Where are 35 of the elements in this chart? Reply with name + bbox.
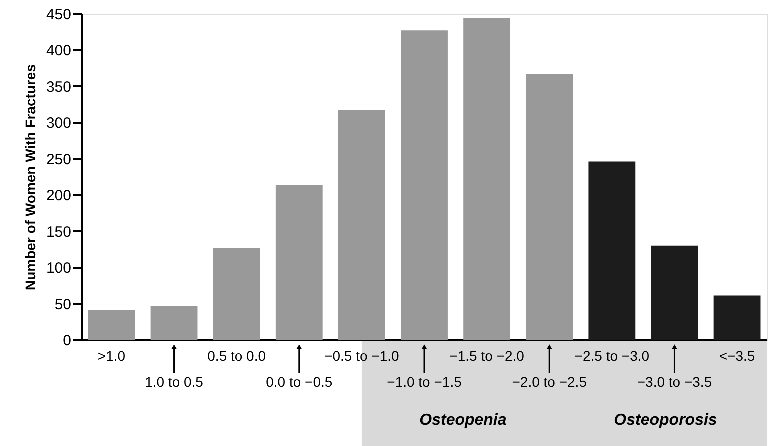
bar xyxy=(588,162,636,340)
x-tick-label: −3.0 to −3.5 xyxy=(637,374,712,390)
y-tick-label: 350 xyxy=(46,78,72,96)
text: Osteoporosis xyxy=(614,412,718,429)
x-tick-label: −1.5 to −2.0 xyxy=(450,348,525,364)
x-tick-label: >1.0 xyxy=(98,348,126,364)
y-tick-label: 150 xyxy=(46,224,72,241)
bar xyxy=(651,246,698,340)
bar xyxy=(276,184,323,340)
y-tick-label: 300 xyxy=(46,115,72,132)
x-tick-label: −0.5 to −1.0 xyxy=(324,348,400,364)
y-tick-label: 450 xyxy=(46,6,72,24)
y-tick-label: 50 xyxy=(54,296,72,314)
y-tick-label: 200 xyxy=(46,188,72,205)
y-tick-label: 250 xyxy=(46,151,72,168)
bar xyxy=(88,310,136,340)
y-axis-title: Number of Women With Fractures xyxy=(22,64,38,290)
x-tick-label: −2.0 to −2.5 xyxy=(512,374,588,390)
y-tick-label: 100 xyxy=(46,260,72,278)
bar xyxy=(213,248,260,340)
bar xyxy=(150,306,198,340)
y-tick-label: 400 xyxy=(46,42,72,60)
text: Osteopenia xyxy=(420,412,507,429)
x-tick-label: −2.5 to −3.0 xyxy=(574,348,650,364)
x-tick-label: <−3.5 xyxy=(719,348,756,364)
bar xyxy=(526,74,574,340)
bar xyxy=(338,110,386,340)
x-tick-label: 0.5 to 0.0 xyxy=(208,348,266,364)
bar xyxy=(714,296,761,340)
x-tick-label: 0.0 to −0.5 xyxy=(266,374,333,390)
x-tick-label: 1.0 to 0.5 xyxy=(145,374,204,390)
bar xyxy=(401,30,448,340)
x-tick-label: −1.0 to −1.5 xyxy=(387,374,462,390)
y-tick-label: 0 xyxy=(63,332,72,350)
bar xyxy=(464,18,511,340)
